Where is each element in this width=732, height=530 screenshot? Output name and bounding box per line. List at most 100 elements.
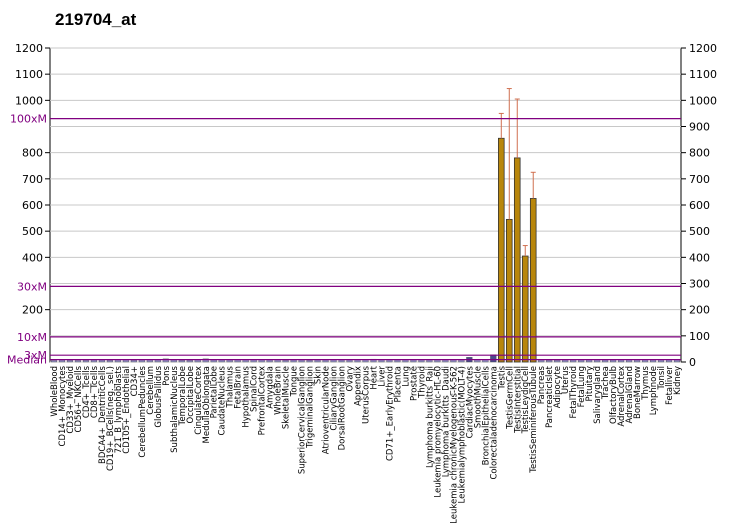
right-tick-label: 900 [689,121,710,134]
category-label: SmoothMuscle [473,366,483,428]
bar [282,360,289,363]
category-label: Placenta [393,366,403,403]
reference-line-label: 30xM [17,280,47,293]
category-label: Lymphnode [649,366,659,415]
bar [513,157,521,363]
category-label: Skin [314,366,324,384]
bar [546,360,553,363]
left-tick-label: 700 [22,173,43,186]
category-label: CD8+_Tcells [90,365,100,418]
category-label: WholeBrain [274,366,284,415]
bar [202,358,209,363]
category-label: Leukemia promyelocytic-HL-60 [433,366,443,498]
bar [178,360,185,363]
right-tick-label: 500 [689,225,710,238]
category-label: WholeBlood [50,366,60,417]
right-tick-label: 600 [689,199,710,212]
category-label: CD14+_Monocytes [58,365,68,446]
left-tick-label: 500 [22,225,43,238]
category-label: CingulateCortex [194,366,204,435]
category-label: Thymus [641,365,651,400]
right-tick-label: 700 [689,173,710,186]
category-label: Heart [369,365,379,389]
right-tick-label: 400 [689,251,710,264]
bar [505,218,513,363]
category-label: AtrioventricularNode [322,366,332,454]
category-label: SuperiorCervicalGanglion [298,366,308,474]
left-tick-label: 800 [22,147,43,160]
category-label: Lymphoma burkitts_Raji [425,366,435,468]
bar [50,360,58,363]
category-label: AdrenalCortex [617,366,627,427]
category-label: Amygdala [266,366,276,409]
category-label: PancreaticIslet [545,365,555,428]
category-label: Pituitary [585,366,595,401]
category-label: BDCA4+_DentriticCells [98,365,108,464]
category-label: Testis [497,365,507,390]
left-tick-label: 1000 [15,94,43,107]
left-tick-label: 1100 [15,68,43,81]
category-label: OccipitalLobe [186,366,196,423]
category-label: Fetalliver [665,366,675,406]
category-label: SkeletalMuscle [282,366,292,429]
category-label: CaudateNucleus [218,365,228,435]
bar [306,360,313,363]
category-label: 721_B_lymphoblasts [114,365,124,453]
category-label: FetalBrain [234,366,244,409]
category-label: TestisInterstitial [513,366,523,434]
category-label: Trachea [601,366,611,400]
category-label: Uterus [561,365,571,394]
reference-line-label: 10xM [17,331,47,344]
category-label: Colorectaladenocarcinoma [489,366,499,480]
bar [74,360,81,363]
category-label: Adipocyte [553,366,563,408]
right-tick-label: 1000 [689,94,717,107]
bar [130,360,137,363]
chart-title: 219704_at [55,10,137,29]
left-tick-label: 1200 [15,42,43,55]
category-label: CD19+_BCells(neg._sel.) [106,366,116,471]
category-label: CerebellumPeduncles [138,365,148,457]
category-label: Tongue [290,366,300,397]
category-label: TestisGermCell [505,366,515,430]
category-label: Appendix [354,366,364,406]
bar [498,137,505,363]
category-label: Cerebellum [146,366,156,415]
bar [66,360,73,363]
category-label: Leukemialymphoblastic(MOLT-4) [457,366,467,503]
reference-line-label: 100xM [10,113,47,126]
category-label: SubthalamicNucleus [170,365,180,452]
reference-line-label: Median [7,354,47,367]
left-tick-label: 600 [22,199,43,212]
left-tick-label: 400 [22,251,43,264]
category-label: OlfactoryBulb [609,366,619,424]
category-label: TestisSeminiferousTubule [529,366,539,474]
category-label: CD56+_NKCells [74,365,84,432]
right-tick-label: 1100 [689,68,717,81]
category-label: BoneMarrow [633,366,643,419]
category-label: SpinalCord [250,366,260,412]
bar [186,360,193,363]
category-label: CD4+_Tcells [82,365,92,418]
bar [521,255,529,363]
category-label: CD105+_Endothelial [122,366,132,454]
category-label: GlobusPallidus [154,365,164,427]
category-label: Pons [162,365,172,385]
right-tick-label: 800 [689,147,710,160]
category-label: UterusCorpus [362,365,372,424]
category-label: TemporalLobe [178,366,188,426]
right-tick-label: 300 [689,278,710,291]
reference-line-label: 3xM [24,349,47,362]
category-label: AdrenalGland [625,366,635,424]
category-label: BronchialEpithelialCells [481,365,491,465]
category-label: CD34+ [130,366,140,396]
category-label: Leukemia chronicMyelogenous-K-562 [449,366,459,524]
bar [554,360,561,363]
category-label: Thalamus [226,365,236,408]
category-label: MedullaOblongata [202,366,212,443]
bar [106,360,113,363]
category-label: CardiacMyocytes [465,365,475,438]
right-tick-label: 1200 [689,42,717,55]
